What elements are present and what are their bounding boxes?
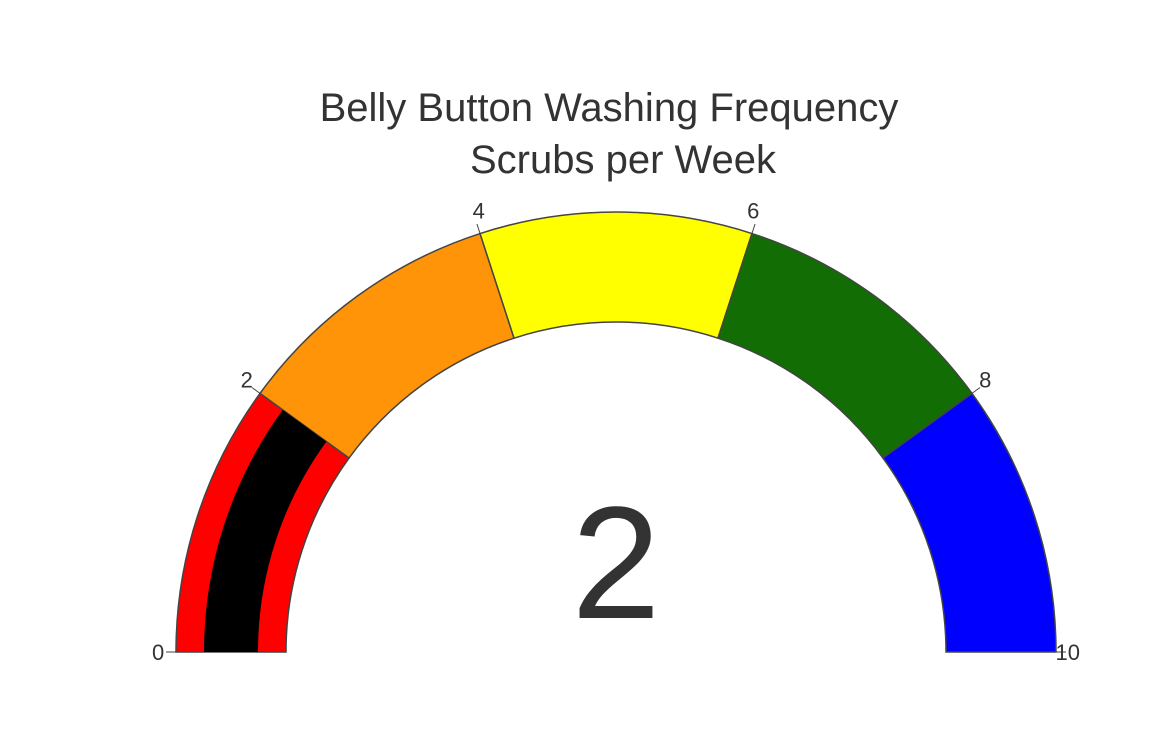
gauge-tick-label-5: 10 xyxy=(1056,640,1080,665)
gauge-value-bar xyxy=(204,409,327,652)
gauge-ticks: 0 2 4 6 8 10 xyxy=(152,199,1080,665)
gauge-tick-label-0: 0 xyxy=(152,640,164,665)
gauge-tick-mark-1 xyxy=(251,387,261,394)
gauge-tick-mark-2 xyxy=(476,223,481,234)
gauge-tick-label-1: 2 xyxy=(241,367,253,392)
gauge-tick-label-3: 6 xyxy=(747,199,759,224)
gauge-tick-label-2: 4 xyxy=(473,199,485,224)
chart-title-line-1: Belly Button Washing Frequency xyxy=(320,86,899,130)
gauge-tick-mark-3 xyxy=(751,223,756,234)
gauge-value-number: 2 xyxy=(572,473,661,652)
gauge-value-bar-group xyxy=(204,409,327,652)
gauge-step-2 xyxy=(479,211,753,340)
chart-title-line-2: Scrubs per Week xyxy=(470,138,777,182)
gauge-tick-label-4: 8 xyxy=(979,367,991,392)
gauge-tick-mark-4 xyxy=(971,387,981,394)
